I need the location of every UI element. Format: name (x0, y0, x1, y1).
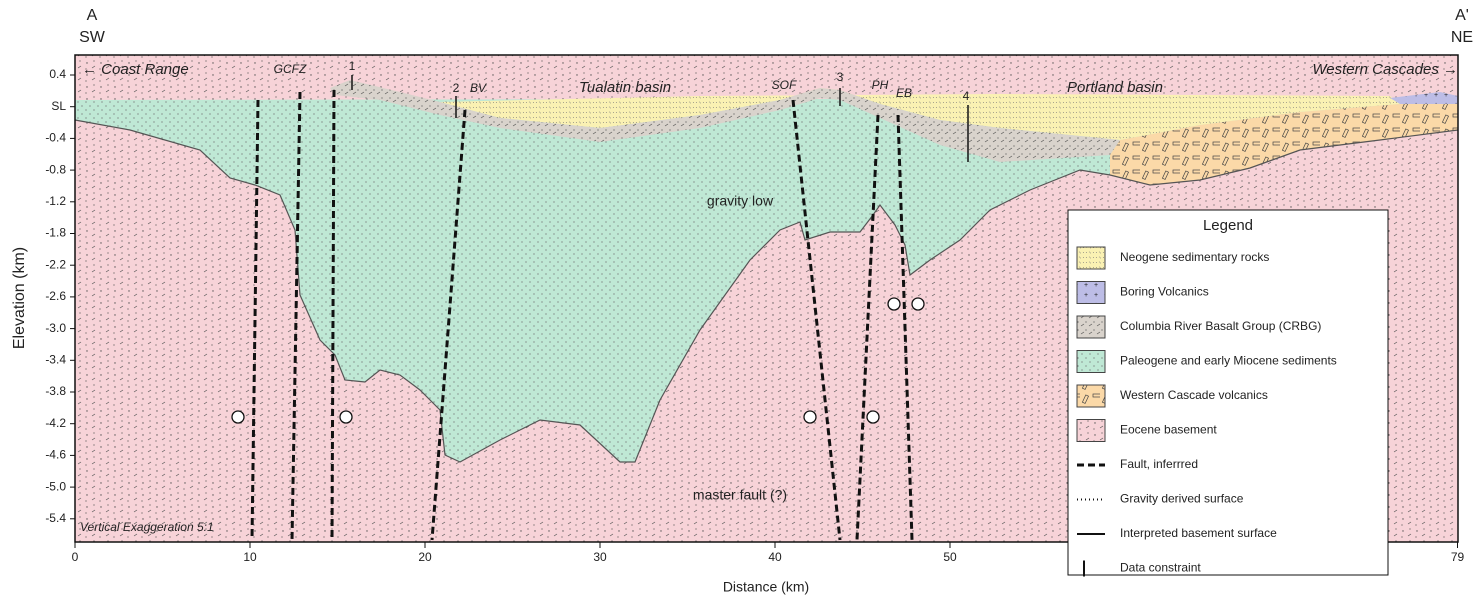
y-axis-title: Elevation (km) (11, 247, 28, 349)
x-tick-label: 0 (72, 550, 79, 564)
x-tick-label: 79 (1451, 550, 1465, 564)
legend-label: Columbia River Basalt Group (CRBG) (1120, 319, 1321, 333)
annotation: 1 (349, 59, 356, 73)
legend-label: Gravity derived surface (1120, 492, 1244, 506)
legend-swatch (1077, 247, 1105, 269)
legend-swatch (1077, 282, 1105, 304)
section-end: A' (1455, 7, 1469, 24)
x-tick-label: 50 (943, 550, 957, 564)
cross-section: + Legend A SW A' NE Elevation (km) Dista… (0, 0, 1480, 597)
y-tick-label: -5.0 (45, 479, 66, 493)
annotation: EB (896, 86, 912, 100)
legend-title: Legend (1203, 217, 1253, 234)
section-dir: NE (1451, 29, 1473, 46)
legend-label: Western Cascade volcanics (1120, 388, 1268, 402)
y-tick-label: -2.2 (45, 257, 66, 271)
y-tick-label: -3.0 (45, 321, 66, 335)
annotation: PH (872, 78, 889, 92)
y-tick-label: -4.6 (45, 448, 66, 462)
annotation: 2 (453, 81, 460, 95)
x-axis-title: Distance (km) (723, 579, 809, 595)
y-tick-label: -1.2 (45, 194, 66, 208)
y-tick-label: -1.8 (45, 226, 66, 240)
legend-swatch (1077, 316, 1105, 338)
y-tick-label: -5.4 (45, 511, 66, 525)
legend-swatch (1077, 351, 1105, 373)
legend-label: Eocene basement (1120, 423, 1217, 437)
annotation: ← Coast Range (82, 61, 189, 78)
annotation: gravity low (707, 193, 774, 209)
annotation: master fault (?) (693, 487, 787, 503)
x-tick-label: 30 (593, 550, 607, 564)
legend-label: Fault, inferrred (1120, 457, 1198, 471)
annotation: 4 (963, 89, 970, 103)
y-tick-label: -0.8 (45, 162, 66, 176)
y-tick-label: -0.4 (45, 131, 66, 145)
y-tick-label: -2.6 (45, 289, 66, 303)
legend-label: Paleogene and early Miocene sediments (1120, 354, 1337, 368)
x-tick-label: 40 (768, 550, 782, 564)
legend-label: Boring Volcanics (1120, 285, 1209, 299)
annotation: Portland basin (1067, 79, 1163, 96)
legend-swatch (1077, 385, 1105, 407)
x-tick-label: 20 (418, 550, 432, 564)
legend-label: Neogene sedimentary rocks (1120, 250, 1269, 264)
section-end: A (87, 7, 98, 24)
y-tick-label: -3.8 (45, 384, 66, 398)
y-tick-label: SL (51, 99, 66, 113)
y-tick-label: -4.2 (45, 416, 66, 430)
annotation: Tualatin basin (579, 79, 671, 96)
annotation: Western Cascades → (1312, 61, 1458, 78)
y-tick-label: -3.4 (45, 352, 66, 366)
annotation: SOF (772, 78, 797, 92)
annotation: 3 (837, 70, 844, 84)
y-tick-label: 0.4 (49, 67, 66, 81)
legend-label: Interpreted basement surface (1120, 526, 1277, 540)
x-tick-label: 10 (243, 550, 257, 564)
annotation: BV (470, 81, 487, 95)
legend-label: Data constraint (1120, 561, 1201, 575)
section-dir: SW (79, 29, 106, 46)
annotation: GCFZ (274, 62, 307, 76)
legend-swatch (1077, 420, 1105, 442)
annotation: Vertical Exaggeration 5:1 (80, 520, 214, 534)
